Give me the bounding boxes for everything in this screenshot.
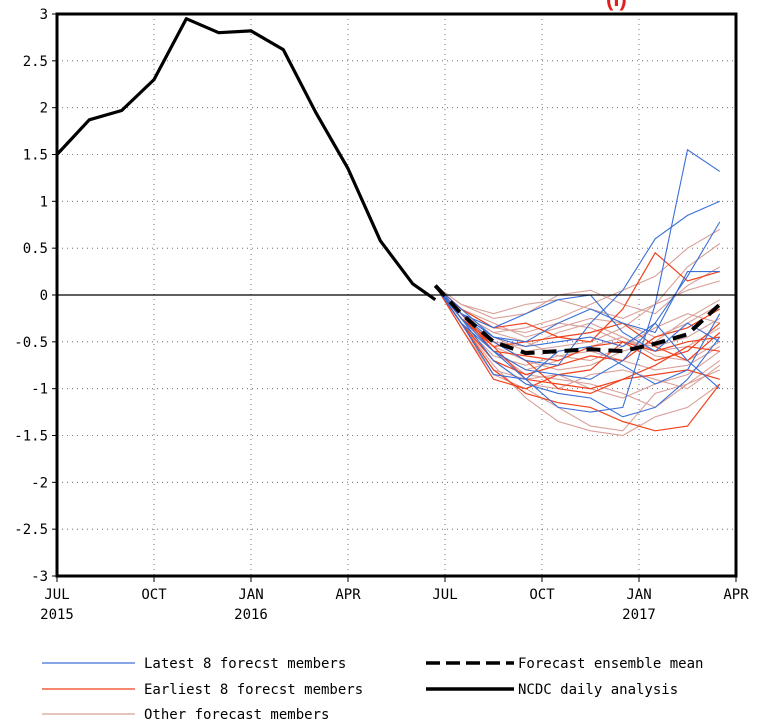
y-tick-label: 0.5	[23, 241, 48, 257]
other-member-line	[434, 266, 721, 319]
legend-label-other: Other forecast members	[144, 707, 329, 723]
x-tick-label: APR	[335, 587, 361, 603]
y-tick-label: 2.5	[23, 54, 48, 70]
latest-member-line	[434, 285, 721, 352]
y-tick-label: -1.5	[14, 429, 48, 445]
latest-member-line	[434, 148, 721, 413]
earliest-member-line	[434, 285, 720, 362]
latest-member-line	[434, 200, 721, 366]
x-tick-year: 2015	[40, 607, 74, 623]
other-member-line	[434, 285, 721, 437]
y-tick-label: -0.5	[14, 335, 48, 351]
x-tick-label: APR	[723, 587, 749, 603]
other-member-line	[434, 285, 721, 432]
legend: Latest 8 forecst members Earliest 8 fore…	[42, 656, 703, 723]
y-tick-labels: 3 2.5 2 1.5 1 0.5 0 -0.5 -1 -1.5 -2 -2.5 -3	[14, 7, 57, 585]
y-tick-label: -1	[31, 382, 48, 398]
latest-members	[434, 148, 721, 418]
y-tick-label: -2.5	[14, 522, 48, 538]
x-tick-label: JAN	[238, 587, 263, 603]
x-tick-label: OCT	[529, 587, 555, 603]
y-tick-label: 2	[40, 101, 48, 117]
earliest-member-line	[434, 285, 721, 376]
y-tick-label: 0	[40, 288, 48, 304]
x-tick-label: JUL	[44, 587, 69, 603]
latest-member-line	[434, 285, 721, 418]
earliest-member-line	[434, 285, 720, 395]
ncdc-analysis-line	[55, 17, 437, 302]
x-tick-year: 2017	[622, 607, 656, 623]
y-tick-label: 1	[40, 194, 48, 210]
x-tick-label: OCT	[141, 587, 167, 603]
y-tick-label: -2	[31, 475, 48, 491]
y-tick-label: -3	[31, 569, 48, 585]
x-tick-year: 2016	[234, 607, 268, 623]
y-tick-label: 1.5	[23, 148, 48, 164]
legend-label-earliest: Earliest 8 forecst members	[144, 682, 363, 698]
plot-frame	[55, 12, 738, 578]
legend-label-mean: Forecast ensemble mean	[518, 656, 703, 672]
latest-member-line	[434, 221, 721, 380]
latest-member-line	[434, 285, 721, 390]
earliest-member-line	[434, 285, 721, 432]
x-tick-label: JUL	[432, 587, 457, 603]
x-tick-labels: JUL 2015 OCT JAN 2016 APR JUL OCT JAN 2017 APR	[40, 576, 749, 623]
title-fragment: (I)	[606, 0, 627, 11]
other-member-line	[434, 228, 721, 334]
ncdc-analysis-group	[55, 17, 437, 302]
y-tick-label: 3	[40, 7, 48, 23]
ensemble-mean-line	[433, 284, 722, 356]
earliest-member-line	[434, 285, 721, 362]
latest-member-line	[434, 271, 720, 343]
legend-label-latest: Latest 8 forecst members	[144, 656, 346, 672]
legend-label-ncdc: NCDC daily analysis	[518, 682, 678, 698]
other-member-line	[434, 280, 720, 319]
ensemble-mean-group	[433, 284, 722, 356]
x-tick-label: JAN	[626, 587, 651, 603]
